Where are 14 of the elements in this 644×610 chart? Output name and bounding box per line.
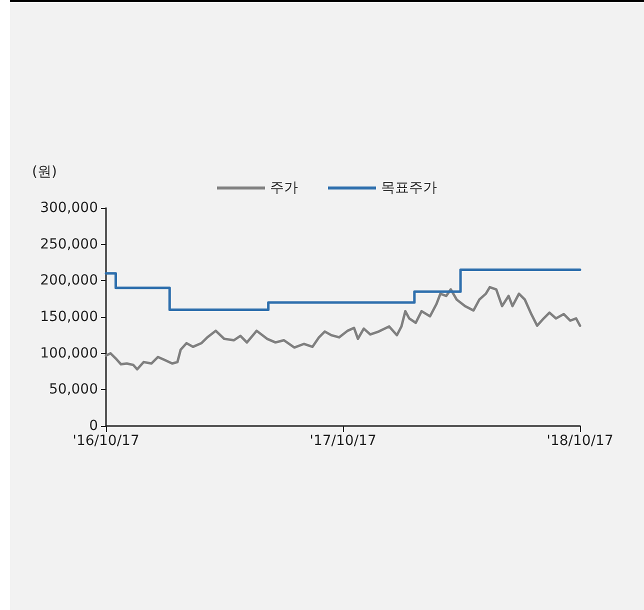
y-tick-label: 100,000 bbox=[40, 345, 98, 362]
x-tick-label: '18/10/17 bbox=[546, 433, 614, 449]
y-tick-label: 0 bbox=[89, 418, 98, 434]
x-tick-label: '17/10/17 bbox=[310, 433, 376, 449]
y-tick-label: 300,000 bbox=[40, 200, 98, 216]
y-tick-label: 150,000 bbox=[40, 309, 98, 325]
y-tick-label: 250,000 bbox=[40, 236, 98, 252]
legend-label: 목표주가 bbox=[381, 180, 437, 196]
y-tick-label: 50,000 bbox=[49, 382, 98, 398]
line-series bbox=[104, 286, 582, 371]
legend-label: 주가 bbox=[270, 180, 298, 196]
y-axis-title: (원) bbox=[32, 164, 57, 180]
y-tick-label: 200,000 bbox=[40, 272, 98, 289]
x-tick-label: '16/10/17 bbox=[72, 433, 140, 449]
